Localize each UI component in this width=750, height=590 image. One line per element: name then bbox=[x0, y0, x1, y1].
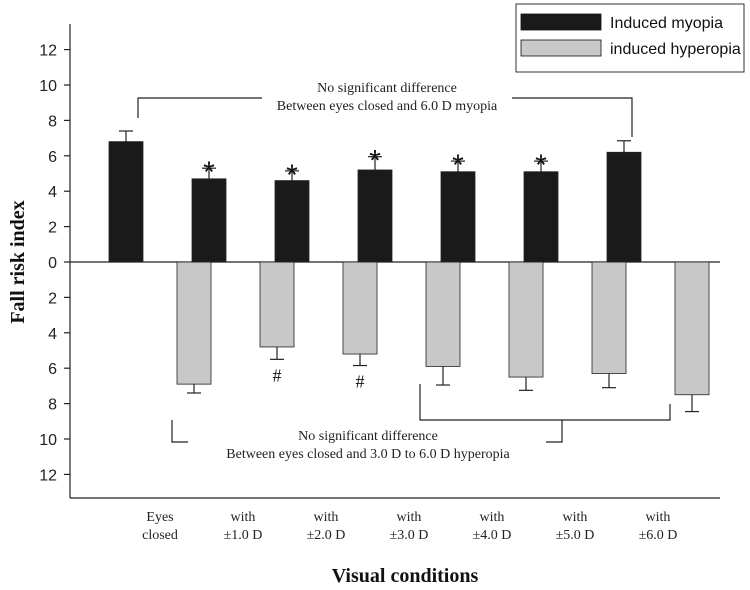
hyperopia-series: # # bbox=[176, 261, 710, 413]
myopia-annotation-bg bbox=[262, 76, 512, 118]
y-tick-label: 4 bbox=[48, 184, 57, 201]
legend-label-myopia: Induced myopia bbox=[610, 15, 723, 32]
y-tick-label: 10 bbox=[39, 78, 57, 95]
category-label-line2: closed bbox=[142, 528, 178, 543]
hyperopia-bracket-left bbox=[171, 420, 188, 443]
y-tick-label: 10 bbox=[39, 432, 57, 449]
hyperopia-bar-1 bbox=[259, 261, 295, 348]
category-label-line1: with bbox=[646, 510, 671, 525]
y-ticks: 12 10 8 6 4 2 0 2 4 6 8 10 12 bbox=[39, 43, 70, 484]
category-label-line1: with bbox=[480, 510, 505, 525]
myopia-bar-3 bbox=[357, 169, 393, 263]
y-tick-label: 12 bbox=[39, 467, 57, 484]
myopia-annotation-line2: Between eyes closed and 6.0 D myopia bbox=[277, 99, 498, 114]
myopia-bar-1 bbox=[191, 178, 227, 263]
myopia-series: * * * * * bbox=[108, 130, 642, 263]
hyperopia-bracket-inner bbox=[419, 384, 562, 421]
x-category-labels: Eyes closed with ±1.0 D with ±2.0 D with ±3.0 D… bbox=[142, 510, 677, 543]
significance-hash-2: # bbox=[356, 372, 365, 392]
myopia-bar-4 bbox=[440, 171, 476, 263]
y-tick-label: 8 bbox=[48, 397, 57, 414]
hyperopia-bar-6 bbox=[674, 261, 710, 396]
legend-swatch-hyperopia bbox=[520, 39, 602, 57]
y-tick-label: 2 bbox=[48, 290, 57, 307]
hyperopia-bar-4 bbox=[508, 261, 544, 378]
hyperopia-annotation-line2: Between eyes closed and 3.0 D to 6.0 D h… bbox=[226, 447, 510, 462]
category-label-line1: Eyes bbox=[146, 510, 173, 525]
significance-star-3: * bbox=[369, 145, 381, 178]
significance-star-2: * bbox=[286, 159, 298, 192]
significance-star-1: * bbox=[203, 156, 215, 189]
category-label-line1: with bbox=[231, 510, 256, 525]
category-label-line2: ±6.0 D bbox=[639, 528, 678, 543]
category-label-line2: ±3.0 D bbox=[390, 528, 429, 543]
hyperopia-bar-3 bbox=[425, 261, 461, 367]
category-label-line2: ±4.0 D bbox=[473, 528, 512, 543]
hyperopia-bar-0 bbox=[176, 261, 212, 385]
y-axis-title: Fall risk index bbox=[7, 200, 29, 323]
myopia-bar-5 bbox=[523, 171, 559, 263]
y-tick-label: 2 bbox=[48, 220, 57, 237]
category-label-line1: with bbox=[563, 510, 588, 525]
y-tick-label: 0 bbox=[48, 255, 57, 272]
hyperopia-bar-2 bbox=[342, 261, 378, 355]
category-label-line2: ±2.0 D bbox=[307, 528, 346, 543]
legend-label-hyperopia: induced hyperopia bbox=[610, 41, 741, 58]
myopia-bar-6 bbox=[606, 151, 642, 263]
y-tick-label: 4 bbox=[48, 326, 57, 343]
legend-swatch-myopia bbox=[520, 13, 602, 31]
significance-hash-1: # bbox=[273, 365, 282, 385]
y-tick-label: 12 bbox=[39, 43, 57, 60]
hyperopia-bracket-right bbox=[546, 404, 671, 443]
myopia-bar-2 bbox=[274, 180, 310, 263]
category-label-line2: ±1.0 D bbox=[224, 528, 263, 543]
x-axis-title: Visual conditions bbox=[332, 565, 479, 587]
hyperopia-annotation-line1: No significant difference bbox=[298, 429, 438, 444]
category-label-line1: with bbox=[397, 510, 422, 525]
significance-star-5: * bbox=[535, 149, 547, 182]
category-label-line2: ±5.0 D bbox=[556, 528, 595, 543]
hyperopia-bar-5 bbox=[591, 261, 627, 374]
category-label-line1: with bbox=[314, 510, 339, 525]
y-tick-label: 6 bbox=[48, 361, 57, 378]
myopia-annotation-line1: No significant difference bbox=[317, 81, 457, 96]
y-tick-label: 6 bbox=[48, 149, 57, 166]
myopia-bar-0 bbox=[108, 141, 144, 263]
legend: Induced myopia induced hyperopia bbox=[515, 3, 745, 73]
significance-star-4: * bbox=[452, 149, 464, 182]
y-tick-label: 8 bbox=[48, 113, 57, 130]
